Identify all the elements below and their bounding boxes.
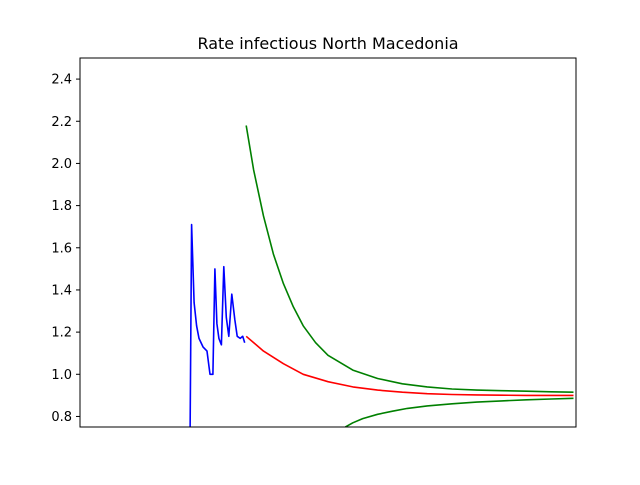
y-tick-label: 1.8: [51, 199, 72, 214]
y-tick-label: 1.6: [51, 241, 72, 256]
y-axis: 0.8 1.0 1.2 1.4 1.6 1.8 2.0 2.2 2.4: [51, 73, 80, 425]
series-layer: [189, 125, 574, 427]
y-tick-label: 1.4: [51, 283, 72, 298]
y-tick-label: 2.2: [51, 115, 72, 130]
plot-area: 0.8 1.0 1.2 1.4 1.6 1.8 2.0 2.2 2.4: [51, 57, 577, 428]
y-tick-label: 2.4: [51, 73, 72, 88]
y-tick-label: 1.2: [51, 326, 72, 341]
chart-title: Rate infectious North Macedonia: [197, 34, 458, 53]
series-line-2: [245, 125, 574, 393]
y-tick-label: 1.0: [51, 368, 72, 383]
series-line-1: [245, 335, 574, 397]
y-tick-label: 0.8: [51, 410, 72, 425]
series-line-3: [345, 397, 574, 427]
plot-frame: [79, 57, 577, 428]
y-tick-label: 2.0: [51, 157, 72, 172]
series-line-0: [189, 223, 246, 427]
